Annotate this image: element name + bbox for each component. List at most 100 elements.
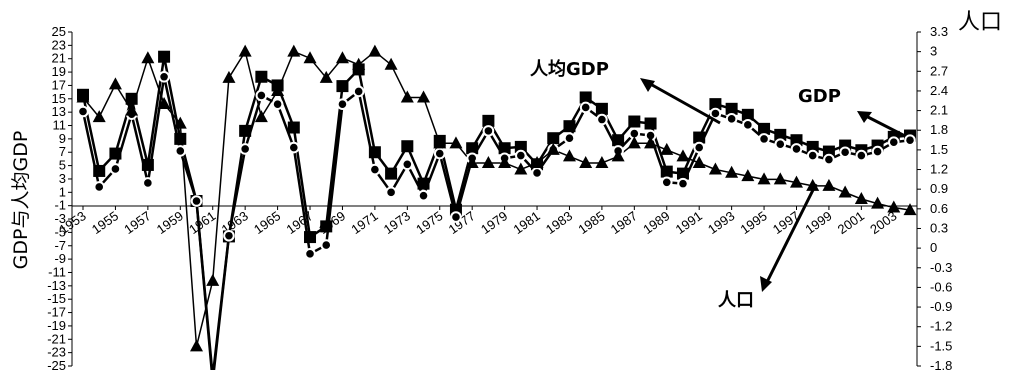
left-tick-label: -19 bbox=[47, 318, 66, 333]
data-point-per-capita-gdp bbox=[887, 136, 900, 149]
data-point-per-capita-gdp bbox=[223, 229, 235, 242]
y2-axis-label: 人口 bbox=[958, 10, 1002, 35]
data-point-per-capita-gdp bbox=[855, 149, 868, 162]
data-point-per-capita-gdp bbox=[450, 211, 462, 223]
data-point-gdp bbox=[498, 142, 511, 155]
data-point-gdp bbox=[709, 98, 722, 111]
left-tick-label: 21 bbox=[52, 51, 66, 66]
data-point-gdp bbox=[466, 142, 479, 155]
data-point-population bbox=[498, 155, 512, 168]
data-point-gdp bbox=[304, 231, 317, 244]
annotation-gdp: GDP bbox=[798, 86, 841, 107]
left-tick-label: -1 bbox=[54, 198, 66, 213]
data-point-population bbox=[400, 90, 414, 103]
data-point-population bbox=[530, 155, 544, 168]
x-tick-label: 1983 bbox=[543, 208, 575, 237]
x-tick-label: 1979 bbox=[478, 208, 510, 237]
x-tick-labels: 1953195519571959196119631965196719691971… bbox=[56, 206, 900, 237]
right-tick-label: 1.5 bbox=[930, 142, 948, 157]
data-point-gdp bbox=[336, 80, 349, 93]
data-point-per-capita-gdp bbox=[336, 98, 349, 110]
annotation-population: 人口 bbox=[718, 290, 754, 311]
x-tick-label: 1995 bbox=[737, 208, 769, 237]
left-tick-label: 7 bbox=[59, 144, 66, 159]
right-tick-label: -1.5 bbox=[930, 338, 952, 353]
data-point-per-capita-gdp bbox=[531, 167, 543, 179]
data-point-gdp bbox=[125, 92, 138, 105]
data-point-per-capita-gdp bbox=[790, 143, 803, 155]
data-point-gdp bbox=[482, 114, 495, 127]
left-tick-label: -3 bbox=[54, 211, 66, 226]
data-point-gdp bbox=[774, 128, 787, 141]
data-point-population bbox=[319, 70, 333, 83]
data-point-population bbox=[335, 51, 349, 64]
data-point-per-capita-gdp bbox=[142, 177, 154, 189]
data-point-per-capita-gdp bbox=[904, 134, 916, 147]
data-point-population bbox=[254, 110, 268, 123]
data-point-per-capita-gdp bbox=[823, 153, 835, 166]
data-point-gdp bbox=[644, 117, 657, 130]
right-tick-label: 0 bbox=[930, 240, 937, 255]
data-point-population bbox=[871, 196, 885, 209]
left-tick-label: 9 bbox=[59, 131, 66, 146]
right-tick-label: 0.3 bbox=[930, 220, 948, 235]
data-point-gdp bbox=[287, 121, 300, 134]
data-point-per-capita-gdp bbox=[417, 189, 430, 202]
data-point-gdp bbox=[368, 146, 381, 159]
data-point-population bbox=[741, 169, 755, 182]
data-point-gdp bbox=[563, 120, 576, 133]
right-tick-label: -1.2 bbox=[930, 319, 952, 334]
x-tick-label: 1965 bbox=[251, 208, 283, 237]
data-point-gdp bbox=[628, 115, 641, 128]
data-point-population bbox=[660, 142, 674, 155]
data-point-per-capita-gdp bbox=[774, 138, 787, 151]
left-tick-label: -13 bbox=[47, 278, 66, 293]
data-point-gdp bbox=[93, 164, 106, 177]
right-tick-label: 3.3 bbox=[930, 24, 948, 39]
data-point-per-capita-gdp bbox=[158, 70, 170, 83]
left-tick-label: -21 bbox=[47, 331, 66, 346]
left-tick-label: -7 bbox=[54, 238, 66, 253]
data-point-population bbox=[417, 90, 431, 103]
left-tick-label: 25 bbox=[52, 24, 66, 39]
right-tick-label: -0.3 bbox=[930, 260, 952, 275]
data-point-gdp bbox=[758, 122, 771, 135]
right-tick-label: 0.9 bbox=[930, 181, 948, 196]
x-tick-label: 1991 bbox=[673, 208, 705, 237]
x-tick-label: 1999 bbox=[802, 208, 834, 237]
left-tick-labels: 252321191715131197531-1-3-5-7-9-11-13-15… bbox=[47, 24, 72, 370]
data-point-population bbox=[887, 200, 901, 213]
data-point-population bbox=[644, 136, 658, 149]
x-tick-label: 1955 bbox=[89, 208, 121, 237]
data-point-population bbox=[287, 44, 301, 57]
y-axis-label: GDP与人均GDP bbox=[10, 131, 32, 270]
data-point-gdp bbox=[741, 108, 754, 121]
data-point-gdp bbox=[595, 102, 608, 115]
data-point-per-capita-gdp bbox=[563, 132, 576, 145]
data-point-per-capita-gdp bbox=[369, 163, 381, 176]
right-tick-label: 2.4 bbox=[930, 83, 948, 98]
data-point-per-capita-gdp bbox=[433, 147, 446, 160]
data-point-gdp bbox=[693, 131, 706, 144]
data-point-per-capita-gdp bbox=[385, 186, 397, 199]
data-point-gdp bbox=[239, 124, 252, 137]
data-point-population bbox=[157, 97, 171, 110]
data-point-gdp bbox=[547, 132, 560, 145]
data-point-gdp bbox=[417, 177, 430, 190]
right-tick-label: 3 bbox=[930, 44, 937, 59]
data-point-gdp bbox=[822, 145, 835, 158]
left-tick-label: -25 bbox=[47, 358, 66, 370]
data-point-population bbox=[676, 149, 690, 162]
right-tick-label: 2.1 bbox=[930, 103, 948, 118]
data-point-population bbox=[271, 83, 285, 96]
data-point-per-capita-gdp bbox=[871, 145, 884, 158]
data-point-gdp bbox=[320, 220, 333, 233]
data-point-population bbox=[384, 57, 398, 70]
series-line-per-capita-gdp bbox=[81, 76, 911, 370]
data-point-population bbox=[76, 90, 90, 103]
data-point-per-capita-gdp bbox=[758, 133, 770, 145]
data-point-population bbox=[822, 178, 836, 191]
data-point-population bbox=[238, 44, 252, 57]
right-tick-label: 2.7 bbox=[930, 63, 948, 78]
